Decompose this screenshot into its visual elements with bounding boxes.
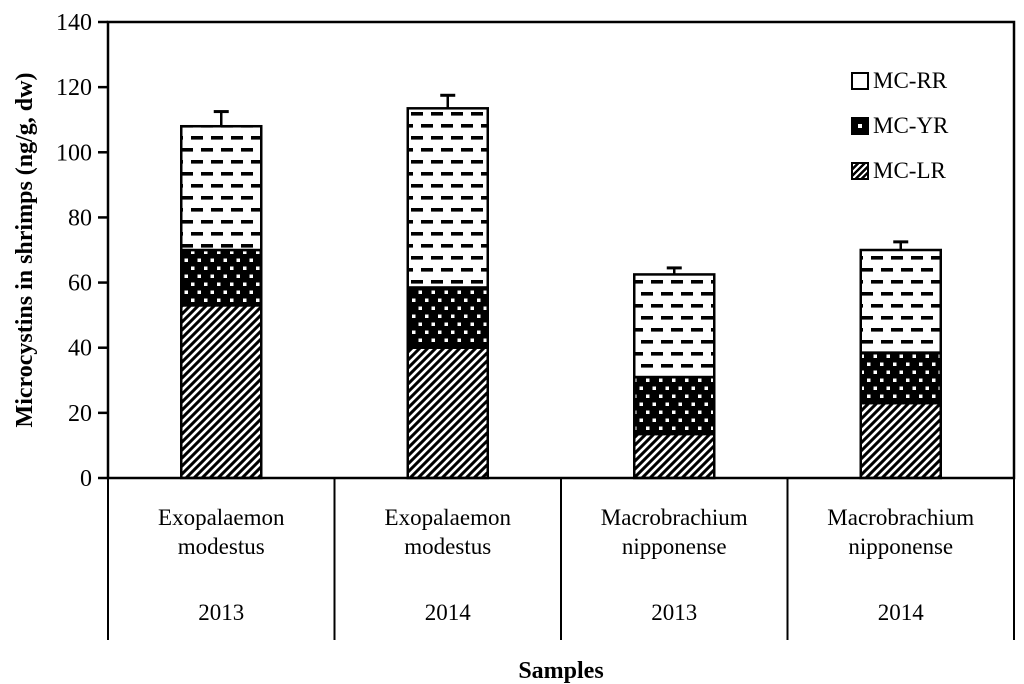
category-label-species-line2: nipponense	[622, 534, 727, 559]
y-tick-label: 0	[80, 466, 92, 492]
y-tick-label: 140	[56, 10, 92, 36]
category-label-year: 2013	[198, 600, 244, 625]
y-tick-label: 60	[68, 271, 92, 297]
legend-item-mc-yr: MC-YR	[851, 113, 948, 138]
bar-segment-mc-lr-cat4	[859, 401, 942, 480]
bar-segment-mc-yr-cat1	[180, 248, 263, 307]
bar-segment-mc-lr-cat1	[180, 304, 263, 480]
legend-swatch-mc-yr-icon	[851, 117, 869, 135]
bar-segment-mc-yr-cat2	[406, 286, 489, 349]
category-label-species-line2: nipponense	[848, 534, 953, 559]
x-axis-title: Samples	[518, 658, 603, 684]
y-tick-label: 80	[68, 205, 92, 231]
category-label-species-line2: modestus	[178, 534, 265, 559]
category-label-species-line2: modestus	[404, 534, 491, 559]
y-tick-label: 20	[68, 401, 92, 427]
legend-swatch-mc-lr-icon	[851, 162, 869, 180]
bar-segment-mc-rr-cat2	[406, 107, 489, 289]
category-label-year: 2014	[425, 600, 472, 625]
legend-item-mc-lr: MC-LR	[851, 158, 948, 183]
y-tick-label: 40	[68, 336, 92, 362]
bar-segment-mc-lr-cat2	[406, 346, 489, 480]
category-label-species-line1: Exopalaemon	[158, 505, 285, 530]
category-label-year: 2013	[651, 600, 697, 625]
y-axis-title: Microcystins in shrimps (ng/g, dw)	[12, 73, 38, 428]
bar-segment-mc-rr-cat1	[180, 124, 263, 252]
category-label-year: 2014	[878, 600, 925, 625]
legend-item-mc-rr: MC-RR	[851, 68, 948, 93]
legend: MC-RR MC-YR MC-LR	[851, 68, 948, 207]
bar-segment-mc-rr-cat3	[633, 273, 716, 379]
legend-label: MC-YR	[873, 113, 949, 138]
bar-segment-mc-yr-cat4	[859, 351, 942, 405]
bar-segment-mc-lr-cat3	[633, 432, 716, 480]
bar-segment-mc-rr-cat4	[859, 248, 942, 354]
plot-frame	[106, 20, 1016, 480]
bar-segment-mc-yr-cat3	[633, 375, 716, 436]
legend-label: MC-RR	[873, 68, 948, 93]
category-label-species-line1: Exopalaemon	[385, 505, 512, 530]
legend-swatch-mc-rr-icon	[851, 72, 869, 90]
y-tick-label: 120	[56, 75, 92, 101]
legend-label: MC-LR	[873, 158, 946, 183]
category-label-species-line1: Macrobrachium	[827, 505, 974, 530]
y-tick-label: 100	[56, 140, 92, 166]
category-label-species-line1: Macrobrachium	[601, 505, 748, 530]
